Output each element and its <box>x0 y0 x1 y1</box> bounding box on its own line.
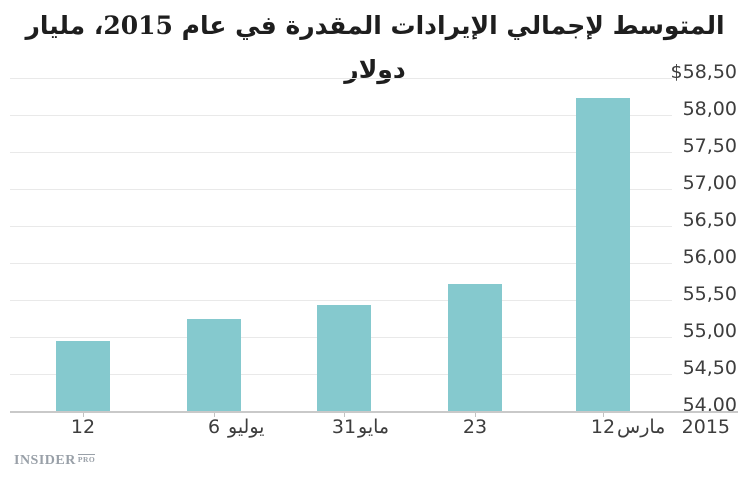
gridline <box>10 152 672 153</box>
x-axis-day-label: 6 <box>207 416 221 438</box>
y-axis-tick-label: 58,00 <box>682 98 737 120</box>
y-axis-tick-label: 56,50 <box>682 209 737 231</box>
insider-logo-pro: PRO <box>77 454 96 464</box>
y-axis-tick-label: 55,50 <box>682 283 737 305</box>
y-axis-tick-label: 55,00 <box>682 320 737 342</box>
gridline <box>10 263 672 264</box>
x-axis-day-label: 31 <box>331 416 357 438</box>
y-axis-tick-label: $58,50 <box>670 61 737 83</box>
x-axis-tick <box>475 413 476 417</box>
x-axis-line <box>10 411 738 413</box>
gridline <box>10 78 672 79</box>
bar <box>187 319 241 412</box>
y-axis-tick-label: 54,00 <box>682 394 737 416</box>
y-axis-tick-label: 57,00 <box>682 172 737 194</box>
gridline <box>10 189 672 190</box>
insider-logo-name: INSIDER <box>14 453 76 468</box>
y-axis-tick-label: 56,00 <box>682 246 737 268</box>
x-axis-month-label: يوليو <box>228 416 265 438</box>
bar <box>576 98 630 411</box>
chart-title: المتوسط لإجمالي الإيرادات المقدرة في عام… <box>25 11 725 84</box>
y-axis-tick-label: 54,50 <box>682 357 737 379</box>
x-axis-month-label: مايو <box>358 416 390 438</box>
y-axis-tick-label: 57,50 <box>682 135 737 157</box>
x-axis-tick <box>344 413 345 417</box>
bar <box>448 284 502 411</box>
x-axis-day-label: 23 <box>462 416 488 438</box>
gridline <box>10 226 672 227</box>
gridline <box>10 115 672 116</box>
x-axis-day-label: 12 <box>70 416 96 438</box>
bar <box>56 341 110 411</box>
x-axis-tick <box>603 413 604 417</box>
gridline <box>10 300 672 301</box>
x-axis-year-label: 2015 <box>681 416 730 438</box>
x-axis-tick <box>214 413 215 417</box>
x-axis-tick <box>83 413 84 417</box>
x-axis-day-label: 12 <box>590 416 616 438</box>
bar <box>317 305 371 411</box>
insider-logo: INSIDER PRO <box>14 453 96 468</box>
x-axis-month-label: مارس <box>617 416 666 438</box>
